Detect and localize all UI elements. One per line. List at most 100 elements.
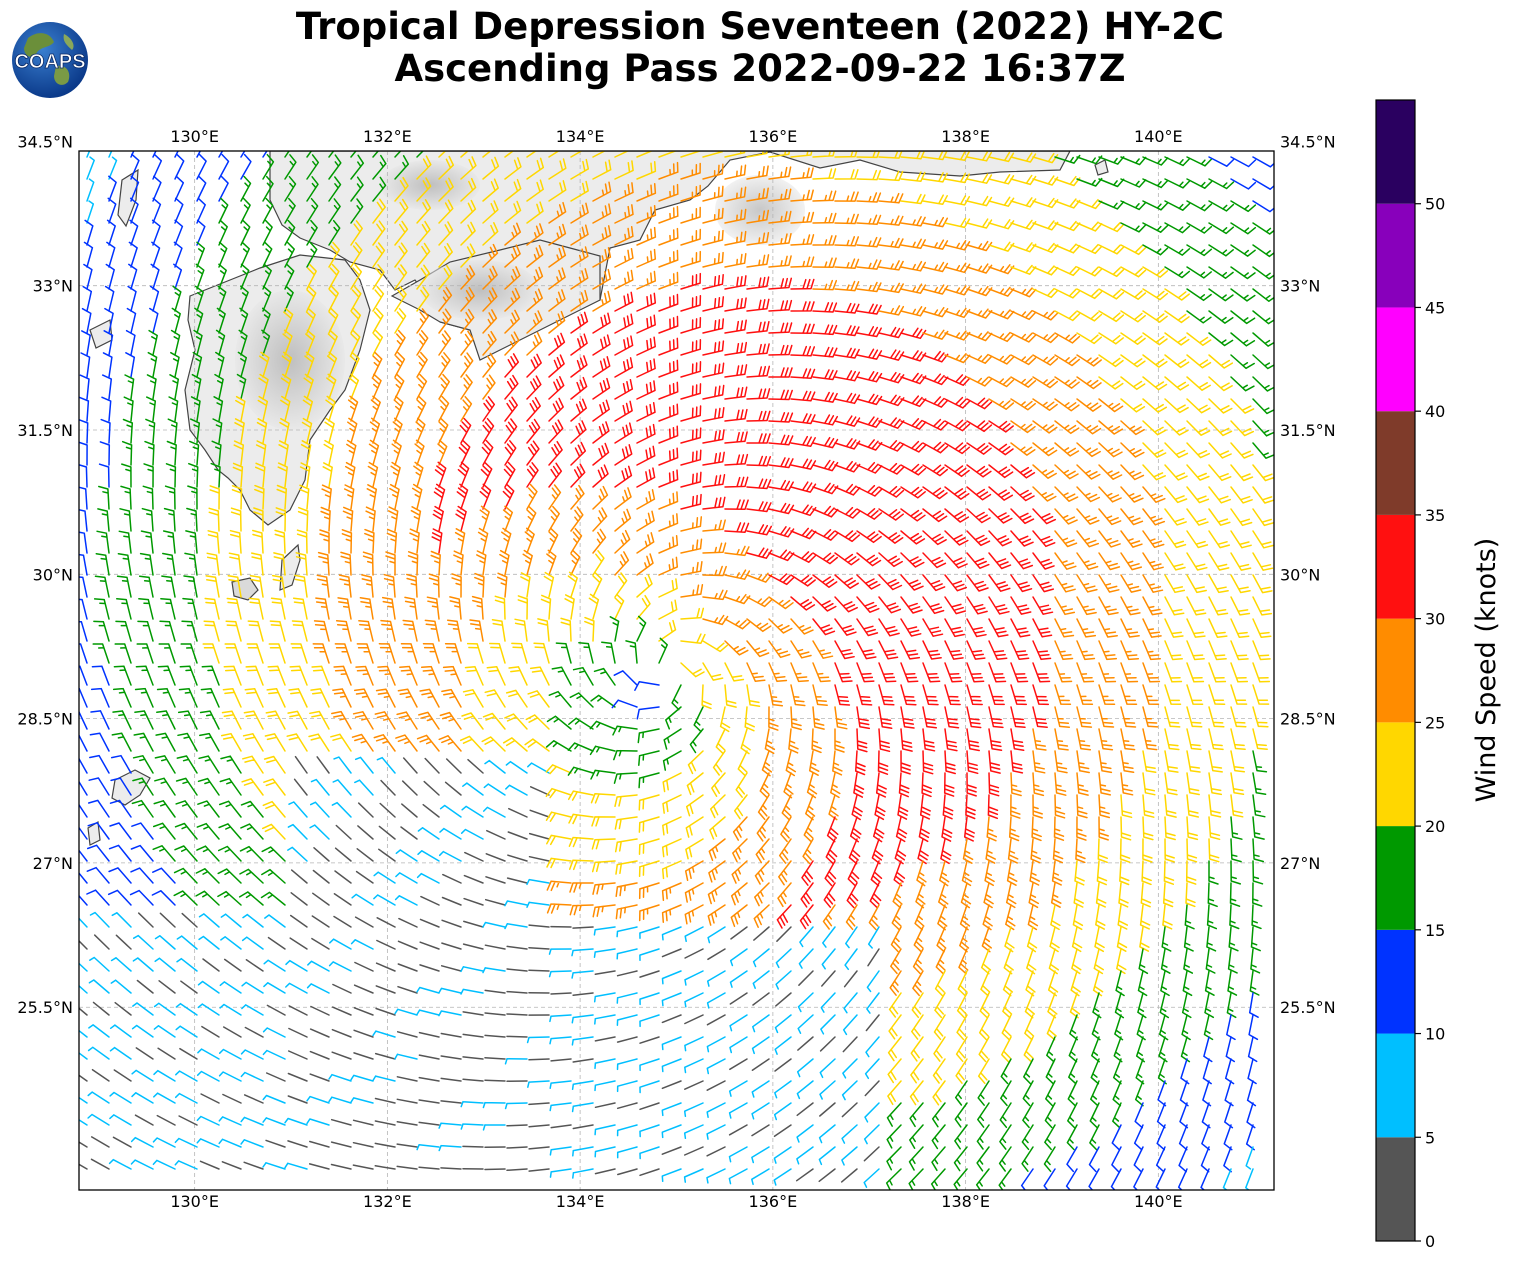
wind-barb: [312, 643, 330, 664]
wind-barb: [504, 222, 522, 246]
wind-barb: [917, 838, 929, 865]
wind-barb: [885, 1168, 902, 1190]
wind-barb: [254, 462, 266, 488]
wind-barb: [396, 1143, 418, 1148]
wind-barb: [800, 882, 814, 908]
wind-barb: [686, 772, 704, 796]
wind-barb: [397, 963, 418, 972]
wind-barb: [287, 1050, 308, 1060]
wind-barb: [930, 1168, 946, 1190]
wind-barb: [988, 464, 1014, 479]
wind-barb: [894, 838, 907, 865]
lat-tick-label-right: 33°N: [1280, 277, 1320, 296]
wind-barb: [963, 816, 975, 842]
wind-barb: [687, 750, 704, 775]
wind-barb: [834, 618, 857, 636]
wind-barb: [1183, 948, 1194, 974]
wind-barb: [856, 728, 868, 753]
wind-barb: [242, 755, 264, 774]
wind-barb: [328, 198, 341, 224]
wind-barb: [462, 1078, 484, 1082]
wind-barb: [1026, 926, 1038, 953]
wind-barb: [333, 756, 352, 774]
wind-barb: [1004, 926, 1015, 953]
wind-barb: [878, 552, 903, 568]
wind-barb: [148, 329, 158, 356]
wind-barb: [135, 665, 154, 686]
wind-barb: [900, 238, 926, 250]
wind-barb: [505, 784, 528, 796]
wind-barb: [702, 296, 725, 312]
wind-barb: [790, 345, 816, 357]
wind-barb: [399, 665, 418, 686]
wind-barb: [1208, 860, 1219, 885]
wind-barb: [966, 508, 991, 524]
wind-barb: [462, 1011, 484, 1016]
wind-barb: [517, 595, 529, 620]
wind-barb: [658, 227, 679, 246]
wind-barb: [306, 241, 318, 268]
wind-barb: [549, 1146, 572, 1156]
wind-barb: [438, 373, 450, 400]
wind-barb: [661, 1080, 682, 1090]
wind-barb: [550, 1058, 572, 1062]
wind-barb: [284, 197, 296, 224]
wind-barb: [1119, 860, 1130, 886]
wind-barb: [856, 530, 882, 544]
wind-barb: [1142, 552, 1164, 571]
wind-barb: [479, 505, 490, 532]
wind-barb: [416, 242, 431, 268]
wind-barb: [175, 800, 198, 818]
wind-barb: [966, 662, 985, 683]
wind-barb: [834, 483, 861, 496]
wind-barb: [482, 712, 506, 730]
wind-barb: [1164, 376, 1190, 391]
wind-barb: [966, 240, 993, 252]
wind-barb: [790, 527, 817, 540]
wind-barb: [1230, 200, 1257, 213]
wind-barb: [944, 353, 971, 364]
wind-barb: [152, 1137, 176, 1148]
wind-barb: [1032, 706, 1048, 728]
wind-barb: [773, 1146, 792, 1164]
wind-barb: [636, 615, 647, 642]
wind-barb: [966, 353, 993, 364]
wind-barb: [1095, 882, 1107, 908]
wind-barb: [684, 1036, 704, 1052]
wind-barb: [897, 794, 909, 820]
wind-barb: [262, 197, 274, 224]
wind-barb: [1230, 706, 1247, 728]
wind-barb: [1208, 508, 1231, 526]
wind-barb: [790, 167, 814, 180]
wind-barb: [1229, 904, 1240, 930]
wind-barb: [283, 307, 294, 334]
wind-barb: [151, 219, 161, 246]
wind-barb: [267, 936, 286, 950]
wind-barb: [1010, 794, 1021, 819]
wind-barb: [1120, 640, 1140, 661]
wind-barb: [768, 479, 794, 492]
wind-barb: [1076, 772, 1089, 796]
wind-barb: [463, 874, 484, 884]
wind-barb: [841, 1102, 858, 1118]
wind-barb: [108, 844, 132, 862]
lon-tick-label-bottom: 138°E: [941, 1192, 990, 1211]
wind-barb: [507, 831, 528, 840]
wind-barb: [280, 395, 291, 422]
wind-barb: [1208, 618, 1228, 638]
wind-barb: [376, 756, 396, 774]
wind-barb: [1230, 464, 1254, 482]
wind-barb: [438, 1144, 462, 1152]
wind-barb: [464, 665, 484, 686]
wind-barb: [834, 415, 861, 427]
wind-barb: [196, 845, 220, 862]
wind-barb: [93, 620, 110, 642]
wind-barb: [1054, 684, 1072, 706]
wind-barb: [965, 794, 976, 820]
wind-barb: [118, 530, 132, 554]
wind-barb: [153, 1002, 176, 1016]
wind-barb: [594, 970, 616, 976]
wind-barb: [460, 308, 475, 334]
wind-barb: [1186, 244, 1213, 257]
wind-barb: [1098, 574, 1120, 593]
